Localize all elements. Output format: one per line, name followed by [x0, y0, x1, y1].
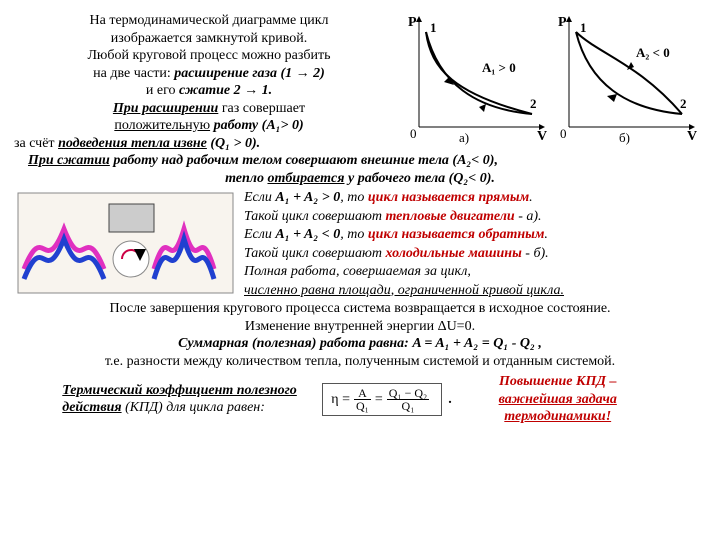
axis-v: V [687, 129, 697, 144]
heat-difference: т.е. разности между количеством тепла, п… [14, 353, 706, 371]
t: (КПД) для цикла равен: [122, 400, 265, 415]
m3: Если A₁ + A₂ < 0, то цикл называется обр… [244, 226, 706, 244]
intro-l3: Любой круговой процесс можно разбить [14, 47, 404, 65]
efficiency-row: Термический коэффициент полезного действ… [14, 373, 706, 426]
expansion: расширение газа [174, 66, 277, 81]
t: = [375, 391, 383, 409]
return-state: После завершения кругового процесса сист… [14, 300, 706, 318]
compression: сжатие [179, 83, 230, 98]
heat-out: отбирается [267, 171, 344, 186]
t: . [544, 227, 548, 242]
heat-pump-diagram [14, 189, 244, 299]
origin: 0 [410, 126, 417, 141]
intro-l7: положительную работу (A₁> 0) [14, 117, 404, 135]
txt: (Q₁ > 0). [207, 136, 260, 151]
txt: работу (A₁> 0) [210, 118, 304, 133]
intro-text: На термодинамической диаграмме цикл изоб… [14, 12, 404, 135]
caption-b: б) [619, 130, 630, 145]
intro-l6: При расширении газ совершает [14, 100, 404, 118]
direct-cycle: цикл называется прямым [368, 190, 529, 205]
t: A [354, 387, 371, 400]
t: Q₁ [354, 400, 371, 412]
txt: работу над рабочим телом совершают внешн… [110, 153, 498, 168]
heat-engines: тепловые двигатели [385, 209, 514, 224]
t: важнейшая задача [458, 391, 658, 409]
txt: положительную [114, 118, 210, 133]
pt2: 2 [530, 96, 537, 111]
axis-p: P [558, 15, 567, 30]
t: Такой цикл совершают [244, 246, 385, 261]
txt: тепло [225, 171, 267, 186]
txt: за счёт [14, 136, 58, 151]
pt2: 2 [680, 96, 687, 111]
pt1: 1 [430, 20, 437, 35]
m1: Если A₁ + A₂ > 0, то цикл называется пря… [244, 189, 706, 207]
line9: При сжатии работу над рабочим телом сове… [14, 152, 706, 170]
note-a: A₁ > 0 [482, 60, 516, 75]
chart-b: P V 0 1 2 A₂ < 0 б) [554, 12, 699, 147]
t: , то [340, 227, 368, 242]
dot: . [448, 391, 452, 409]
caption-a: а) [459, 130, 469, 145]
t: . [529, 190, 533, 205]
t: , то [340, 190, 368, 205]
t: - а). [515, 209, 542, 224]
reverse-cycle: цикл называется обратным [368, 227, 545, 242]
t: Q₁ [387, 400, 429, 412]
origin: 0 [560, 126, 567, 141]
cycle-rules: Если A₁ + A₂ > 0, то цикл называется пря… [244, 189, 706, 300]
line10: тепло отбирается у рабочего тела (Q₂< 0)… [14, 170, 706, 188]
heat-in: подведения тепла извне [58, 136, 207, 151]
total-work: Суммарная (полезная) работа равна: A = A… [14, 335, 706, 353]
t: действия [62, 400, 121, 415]
m4: Такой цикл совершают холодильные машины … [244, 245, 706, 263]
efficiency-label: Термический коэффициент полезного действ… [62, 382, 322, 417]
intro-l5: и его сжатие 2 → 1. [14, 82, 404, 100]
txt: При расширении [113, 101, 218, 116]
t: Такой цикл совершают [244, 209, 385, 224]
efficiency-slogan: Повышение КПД – важнейшая задача термоди… [458, 373, 658, 426]
t: Термический коэффициент полезного [62, 382, 322, 400]
t: Q₁ − Q₂ [387, 387, 429, 400]
efficiency-formula: η = AQ₁ = Q₁ − Q₂Q₁ [322, 383, 442, 416]
compression-label: При сжатии [28, 153, 110, 168]
txt: у рабочего тела (Q₂< 0). [344, 171, 494, 186]
t: A₁ + A₂ < 0 [275, 227, 340, 242]
axis-p: P [408, 15, 417, 30]
m2: Такой цикл совершают тепловые двигатели … [244, 208, 706, 226]
refrigerators: холодильные машины [385, 246, 521, 261]
t: η = [331, 391, 350, 409]
txt: и его [146, 83, 179, 98]
txt: 2 → 1. [230, 83, 272, 98]
intro-l1: На термодинамической диаграмме цикл [14, 12, 404, 30]
t: Если [244, 227, 275, 242]
t: термодинамики! [458, 408, 658, 426]
txt: (1 → 2) [277, 66, 325, 81]
chart-a: P V 0 1 2 A₁ > 0 а) [404, 12, 549, 147]
m6: численно равна площади, ограниченной кри… [244, 282, 706, 300]
t: - б). [522, 246, 549, 261]
axis-v: V [537, 129, 547, 144]
t: Повышение КПД – [458, 373, 658, 391]
delta-u-zero: Изменение внутренней энергии ΔU=0. [14, 318, 706, 336]
txt: на две части: [93, 66, 174, 81]
t: Если [244, 190, 275, 205]
pt1: 1 [580, 20, 587, 35]
t: A₁ + A₂ > 0 [275, 190, 340, 205]
intro-l4: на две части: расширение газа (1 → 2) [14, 65, 404, 83]
note-b: A₂ < 0 [636, 45, 670, 60]
intro-l2: изображается замкнутой кривой. [14, 30, 404, 48]
pv-charts: P V 0 1 2 A₁ > 0 а) P V 0 1 2 A₂ < 0 б) [404, 12, 706, 135]
txt: газ совершает [218, 101, 305, 116]
m5: Полная работа, совершаемая за цикл, [244, 263, 706, 281]
